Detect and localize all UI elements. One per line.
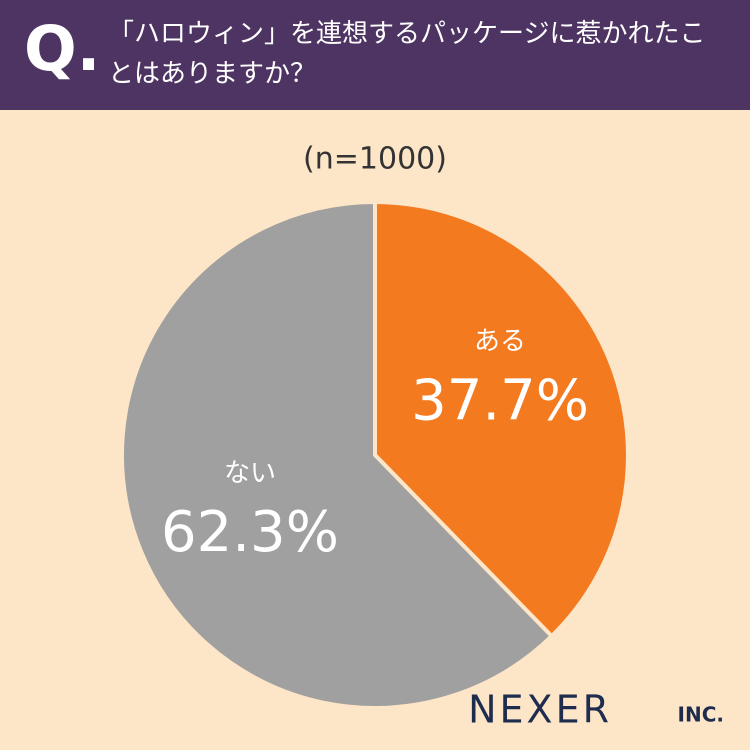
pie-slice	[120, 199, 555, 710]
slice-value-label: 62.3%	[161, 500, 339, 565]
pie-slice	[373, 199, 630, 639]
header: Q. 「ハロウィン」を連想するパッケージに惹かれたことはありますか？	[0, 0, 750, 110]
chart-subtitle: (n=1000)	[303, 142, 447, 177]
logo-name: NEXER	[468, 688, 612, 732]
question-marker: Q.	[24, 12, 101, 85]
chart-title: 「ハロウィン」を連想するパッケージに惹かれたことはありますか？	[108, 19, 706, 89]
slice-value-label: 37.7%	[411, 368, 589, 433]
slice-category: ある	[474, 327, 526, 357]
slice-category: ない	[224, 458, 276, 488]
logo-suffix: INC.	[678, 703, 724, 727]
